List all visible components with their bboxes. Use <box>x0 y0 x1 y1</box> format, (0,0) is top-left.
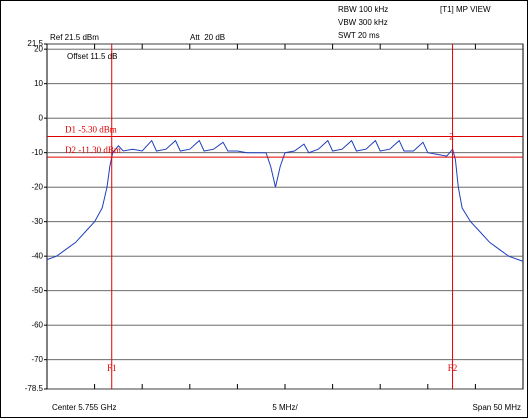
footer-text: Center 5.755 GHz <box>52 403 116 412</box>
y-tick-label: 10 <box>34 79 43 88</box>
frequency-line-label: F1 <box>107 363 117 373</box>
display-line-label: D2 -11.30 dBm <box>65 145 121 155</box>
y-tick-label: -40 <box>31 251 43 260</box>
y-tick-label: -20 <box>31 182 43 191</box>
footer-text: Span 50 MHz <box>473 403 521 412</box>
header-text: Offset 11.5 dB <box>67 52 117 61</box>
y-tick-label: -60 <box>31 320 43 329</box>
y-tick-label: -30 <box>31 217 43 226</box>
header-text: Ref 21.5 dBm <box>50 33 99 42</box>
header-text: RBW 100 kHz <box>338 5 388 14</box>
y-tick-label: -70 <box>31 355 43 364</box>
header-text: SWT 20 ms <box>338 31 380 40</box>
display-line-label: D1 -5.30 dBm <box>65 125 117 135</box>
y-tick-label: 0 <box>39 113 44 122</box>
marker-label: 2 <box>449 132 454 142</box>
header-text: [T1] MP VIEW <box>440 5 491 14</box>
header-text: VBW 300 kHz <box>338 18 388 27</box>
y-tick-label: -50 <box>31 286 43 295</box>
trace <box>46 139 524 262</box>
y-tick-label: 21.5 <box>27 39 43 48</box>
y-tick-label: -78.5 <box>25 384 44 393</box>
footer-text: 5 MHz/ <box>272 403 298 412</box>
y-tick-label: -10 <box>31 148 43 157</box>
y-tick-label: 20 <box>34 44 43 53</box>
header-text: Att 20 dB <box>190 33 225 42</box>
frequency-line-label: F2 <box>448 363 458 373</box>
